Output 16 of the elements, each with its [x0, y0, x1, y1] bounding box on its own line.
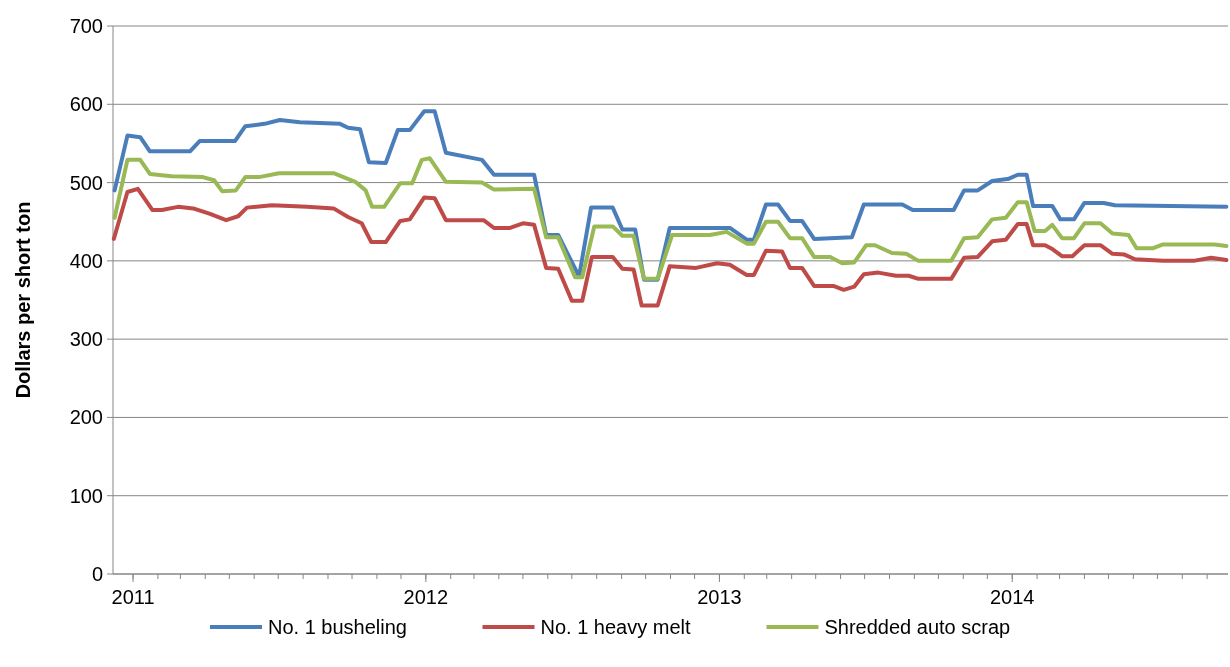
- y-tick-label: 100: [69, 484, 103, 507]
- y-tick-label: 500: [69, 171, 103, 194]
- y-tick-label: 0: [91, 563, 103, 585]
- legend-label: No. 1 heavy melt: [540, 616, 692, 638]
- y-axis-title: Dollars per short ton: [12, 201, 34, 399]
- y-tick-label: 400: [69, 249, 103, 272]
- y-tick-label: 600: [69, 93, 103, 116]
- legend-label: No. 1 busheling: [268, 616, 407, 638]
- y-tick-label: 200: [69, 406, 103, 429]
- x-tick-label: 2013: [697, 586, 742, 608]
- x-tick-label: 2011: [111, 586, 155, 608]
- y-tick-label: 300: [69, 328, 103, 351]
- legend-label: Shredded auto scrap: [824, 616, 1011, 638]
- y-tick-label: 700: [69, 15, 103, 37]
- x-tick-label: 2014: [989, 586, 1035, 608]
- x-tick-label: 2012: [403, 586, 449, 608]
